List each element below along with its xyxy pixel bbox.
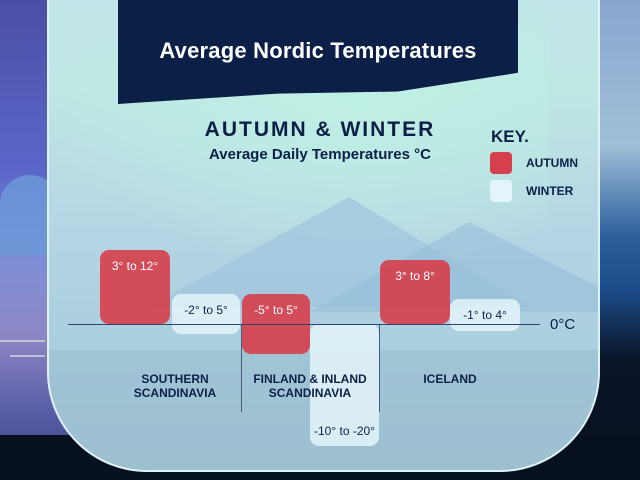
bar-winter-southern-scandinavia: -2° to 5° (172, 294, 240, 334)
autumn-swatch (490, 152, 512, 174)
water-streak (10, 355, 45, 357)
bar-label: 3° to 12° (111, 259, 159, 273)
region-name-line1: ICELAND (423, 372, 477, 386)
region-name-line2: SCANDINAVIA (133, 386, 217, 400)
bar-label: 3° to 8° (395, 269, 435, 283)
water-streak (0, 340, 45, 342)
bar-autumn-iceland: 3° to 8° (380, 260, 450, 324)
winter-swatch (490, 180, 512, 202)
region-name-line2: SCANDINAVIA (268, 386, 352, 400)
region-label-southern-scandinavia: SOUTHERN SCANDINAVIA (110, 372, 240, 400)
region-name-line1: SOUTHERN (141, 372, 209, 386)
bar-label: -5° to 5° (254, 303, 298, 317)
page-title: Average Nordic Temperatures (159, 38, 477, 63)
legend-label: WINTER (526, 184, 574, 198)
chart-subtitle: AUTUMN & WINTER (204, 118, 436, 141)
legend-item-autumn: AUTUMN (490, 152, 578, 174)
bar-autumn-southern-scandinavia: 3° to 12° (100, 250, 170, 324)
bar-winter-finland-inland: -10° to -20° (310, 324, 379, 446)
region-divider (379, 324, 380, 412)
region-divider (241, 324, 242, 412)
bar-label: -2° to 5° (184, 303, 228, 317)
zero-axis-line (68, 324, 540, 325)
bar-label: -10° to -20° (314, 424, 375, 438)
zero-axis-label: 0°C (550, 316, 576, 333)
legend-item-winter: WINTER (490, 180, 573, 202)
chart-caption: Average Daily Temperatures °C (209, 146, 431, 163)
bar-label: -1° to 4° (463, 308, 507, 322)
region-label-iceland: ICELAND (385, 372, 515, 386)
bar-winter-iceland: -1° to 4° (450, 299, 520, 331)
legend-label: AUTUMN (526, 156, 578, 170)
region-name-line1: FINLAND & INLAND (253, 372, 367, 386)
region-label-finland-inland: FINLAND & INLAND SCANDINAVIA (242, 372, 378, 400)
legend-title: KEY. (491, 127, 529, 146)
mountain-silhouette (309, 222, 598, 312)
